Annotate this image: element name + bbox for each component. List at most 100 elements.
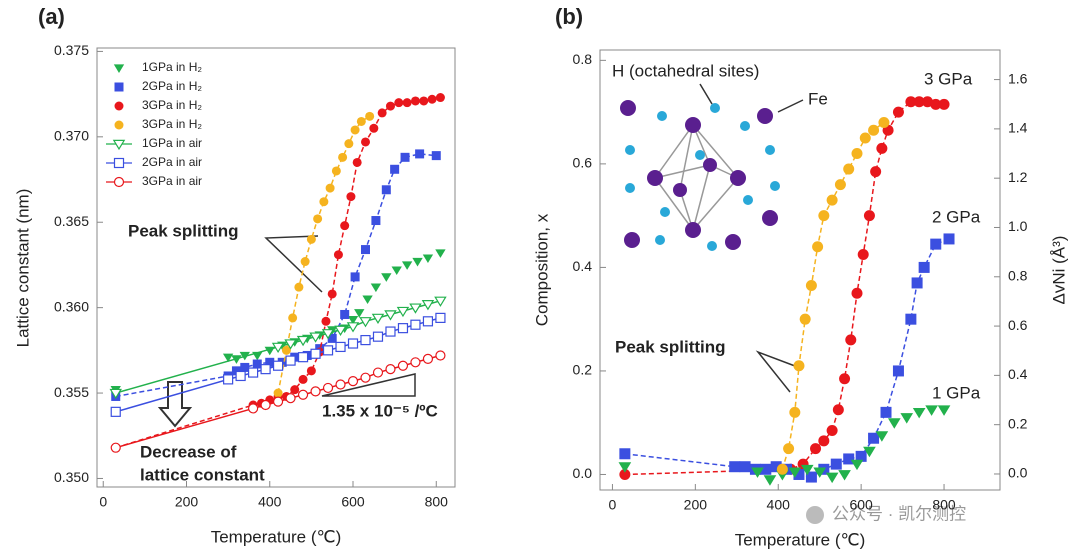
- y-tick-label: 0.4: [573, 258, 593, 274]
- circle-marker: [876, 142, 888, 154]
- y-tick-label: 0.355: [54, 384, 89, 400]
- legend-label: 1GPa in air: [142, 136, 202, 150]
- circle-marker: [832, 404, 844, 416]
- circle-marker: [921, 96, 933, 108]
- annotation: H (octahedral sites): [612, 61, 759, 80]
- square-marker: [371, 216, 381, 226]
- triangle-marker: [412, 257, 423, 267]
- circle-marker: [360, 372, 371, 383]
- circle-marker: [350, 125, 360, 135]
- circle-marker: [938, 98, 950, 110]
- circle-marker: [273, 388, 283, 398]
- triangle-marker: [800, 464, 814, 476]
- triangle-marker: [109, 388, 122, 400]
- circle-marker: [818, 210, 830, 222]
- circle-marker: [297, 389, 309, 400]
- triangle-marker: [347, 315, 359, 325]
- y2-tick-label: 0.4: [1008, 366, 1028, 382]
- x-tick-label: 600: [341, 494, 365, 510]
- y-tick-label: 0.350: [54, 469, 89, 485]
- triangle-marker: [391, 266, 402, 276]
- triangle-marker: [618, 462, 632, 473]
- legend-label: 3GPa in H₂: [142, 98, 202, 112]
- plot-frame: [96, 47, 456, 488]
- circle-marker: [913, 96, 925, 108]
- triangle-marker: [362, 295, 373, 305]
- x-tick-label: 800: [932, 497, 956, 513]
- circle-marker: [300, 257, 310, 267]
- square-marker: [435, 312, 446, 323]
- series-label: 2 GPa: [932, 207, 981, 226]
- triangle-marker: [396, 306, 410, 318]
- square-marker: [911, 277, 923, 289]
- triangle-marker: [825, 472, 839, 484]
- square-marker: [231, 366, 241, 376]
- triangle-marker: [271, 342, 285, 354]
- square-marker: [415, 149, 425, 159]
- circle-marker: [410, 357, 421, 368]
- triangle-marker: [371, 313, 385, 324]
- y-tick-label: 0.360: [54, 298, 89, 314]
- circle-marker: [826, 194, 838, 206]
- square-marker: [350, 272, 360, 282]
- square-marker: [619, 448, 631, 460]
- circle-marker: [260, 399, 271, 411]
- circle-marker: [839, 373, 851, 385]
- circle-marker: [365, 111, 375, 121]
- crystal-sketch: [620, 100, 780, 251]
- y2-tick-label: 1.0: [1008, 218, 1028, 234]
- down-arrow: [157, 381, 193, 428]
- triangle-marker: [435, 249, 446, 258]
- circle-marker: [306, 366, 316, 376]
- slope-triangle: [321, 373, 416, 397]
- circle-marker: [878, 116, 890, 128]
- circle-marker: [306, 234, 316, 244]
- triangle-marker: [751, 467, 764, 478]
- legend-marker: [114, 82, 124, 92]
- triangle-marker: [763, 475, 777, 486]
- circle-marker: [356, 116, 366, 126]
- legend-marker: [114, 101, 124, 111]
- series-label: 3 GPa: [924, 69, 973, 88]
- x-tick-label: 600: [849, 497, 873, 513]
- circle-marker: [435, 350, 446, 361]
- square-marker: [930, 238, 942, 250]
- circle-marker: [397, 360, 409, 371]
- legend-marker: [113, 64, 125, 73]
- y2-tick-label: 1.6: [1008, 70, 1028, 86]
- circle-marker: [776, 463, 788, 475]
- square-marker: [770, 461, 782, 473]
- circle-marker: [298, 374, 308, 384]
- triangle-marker: [421, 300, 435, 311]
- annotation: Peak splitting: [128, 221, 239, 240]
- square-marker: [110, 406, 121, 417]
- circle-marker: [335, 379, 346, 390]
- square-marker: [347, 338, 359, 349]
- circle-marker: [322, 382, 334, 394]
- square-marker: [390, 164, 400, 174]
- circle-marker: [361, 137, 370, 147]
- circle-marker: [826, 424, 838, 436]
- square-marker: [335, 341, 346, 353]
- y-axis-title: Composition, x: [532, 213, 551, 326]
- annotation: Fe: [808, 89, 828, 108]
- circle-marker: [863, 210, 875, 222]
- circle-marker: [930, 98, 942, 110]
- square-marker: [422, 316, 434, 327]
- triangle-marker: [850, 459, 864, 471]
- circle-marker: [857, 248, 869, 260]
- fit-curve: [781, 121, 885, 470]
- circle-marker: [272, 396, 284, 407]
- circle-marker: [818, 435, 830, 447]
- square-marker: [248, 367, 259, 378]
- square-marker: [265, 357, 275, 367]
- circle-marker: [905, 96, 917, 108]
- y2-tick-label: 1.2: [1008, 169, 1028, 185]
- circle-marker: [310, 386, 321, 397]
- triangle-marker: [434, 296, 447, 307]
- pointer: [699, 83, 713, 105]
- circle-marker: [851, 148, 863, 160]
- triangle-marker: [354, 309, 365, 318]
- x-tick-label: 200: [684, 497, 708, 513]
